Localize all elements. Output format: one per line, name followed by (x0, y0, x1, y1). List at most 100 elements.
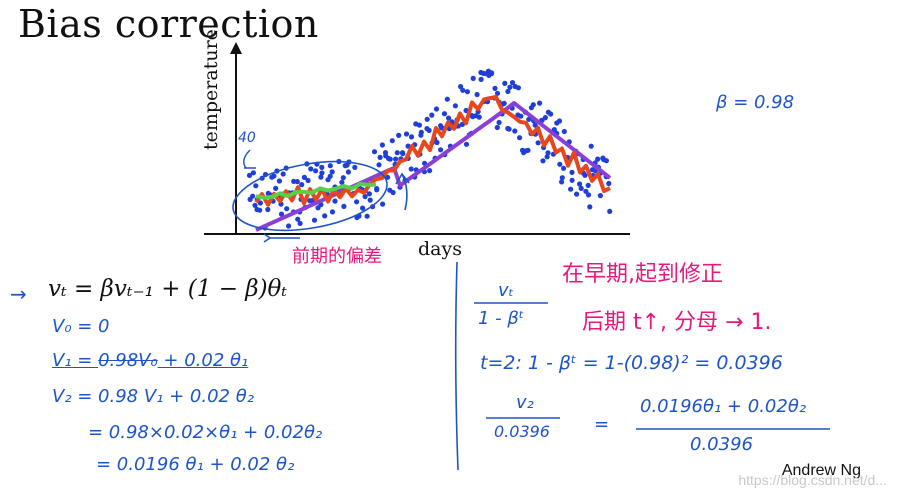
page-title: Bias correction (18, 2, 319, 46)
data-point (366, 191, 372, 197)
data-point (545, 150, 551, 156)
x-axis-label: days (418, 238, 462, 260)
data-point (393, 156, 399, 162)
red-curve (254, 95, 611, 207)
data-point (329, 209, 336, 215)
data-point (585, 182, 591, 188)
data-point (308, 166, 314, 172)
data-point (408, 134, 415, 140)
data-point (569, 177, 575, 183)
data-point (250, 170, 256, 176)
data-point (253, 183, 259, 189)
v2-numerator: v₂ (516, 392, 534, 413)
data-point (408, 166, 414, 172)
data-point (394, 150, 400, 156)
t2-equation: t=2: 1 - βᵗ = 1-(0.98)² = 0.0396 (480, 352, 783, 374)
fraction-bar (474, 302, 548, 304)
data-point (332, 198, 338, 204)
data-point (535, 140, 541, 146)
data-point (537, 100, 543, 106)
data-point (252, 202, 258, 208)
data-point (559, 179, 565, 185)
data-point (446, 115, 452, 121)
data-point (551, 127, 557, 133)
data-point (463, 141, 470, 147)
data-point (250, 193, 256, 199)
data-point (426, 127, 432, 133)
data-point (377, 154, 383, 160)
data-point (318, 174, 324, 180)
data-point (585, 192, 592, 198)
data-point (501, 100, 507, 106)
data-point (305, 177, 311, 184)
formula-arrow: → (10, 282, 27, 306)
data-point (257, 200, 263, 206)
plot-axes (204, 42, 630, 235)
data-point (257, 207, 263, 213)
data-point (339, 179, 345, 185)
data-point (418, 132, 424, 138)
data-point (327, 163, 333, 169)
data-point (284, 206, 290, 212)
data-point (505, 88, 511, 95)
early-bias-circle (232, 160, 388, 232)
data-point (301, 174, 307, 180)
ewa-formula: vₜ = βvₜ₋₁ + (1 − β)θₜ (48, 276, 288, 302)
data-point (561, 165, 567, 171)
data-point (478, 76, 484, 82)
data-point (603, 158, 609, 164)
data-point (574, 191, 580, 197)
data-point (496, 119, 502, 126)
data-point (387, 156, 393, 162)
data-point (311, 217, 318, 223)
data-point (354, 199, 360, 205)
data-point (390, 189, 396, 196)
data-point (506, 126, 512, 132)
data-point (515, 85, 521, 91)
note-v1-strike: 0.98V₀ (98, 350, 158, 371)
data-point (441, 111, 448, 117)
data-point (577, 181, 583, 187)
data-point (424, 116, 430, 122)
data-point (434, 139, 440, 146)
data-point (273, 185, 279, 191)
data-point (438, 147, 444, 153)
data-point (295, 216, 301, 222)
v2-rhs-fraction-bar (636, 428, 830, 430)
data-point (557, 161, 563, 167)
data-point (470, 75, 476, 81)
data-point (371, 149, 378, 155)
note-cn-line1: 在早期,起到修正 (562, 262, 723, 287)
data-point (587, 204, 593, 210)
data-point (294, 179, 300, 185)
data-point (452, 103, 458, 109)
data-point (379, 142, 385, 148)
data-point (568, 186, 574, 192)
data-point (474, 91, 480, 98)
note-v2-expanded: = 0.98×0.02×θ₁ + 0.02θ₂ (88, 422, 323, 443)
data-point (489, 70, 495, 76)
note-v0: V₀ = 0 (52, 316, 110, 337)
data-point (595, 156, 601, 162)
data-point (341, 203, 347, 209)
data-point (561, 128, 567, 135)
data-point (352, 164, 358, 170)
note-v2: V₂ = 0.98 V₁ + 0.02 θ₂ (52, 386, 254, 407)
data-point (507, 84, 513, 90)
v2-equals: = (594, 414, 610, 435)
data-point (583, 188, 589, 194)
data-point (476, 114, 482, 120)
data-point (548, 111, 554, 117)
data-point (396, 132, 402, 138)
data-point (582, 172, 588, 178)
data-point (367, 197, 373, 203)
data-point (517, 135, 523, 141)
v2-rhs-denominator: 0.0396 (690, 434, 753, 455)
handwritten-divider (454, 262, 459, 471)
annotation-40-hook (243, 149, 256, 169)
note-v2-result: = 0.0196 θ₁ + 0.02 θ₂ (96, 454, 295, 475)
data-point (389, 138, 395, 144)
data-point (578, 185, 584, 191)
data-point (329, 169, 335, 175)
note-v1: V₁ = 0.98V₀ + 0.02 θ₁ (52, 350, 248, 371)
